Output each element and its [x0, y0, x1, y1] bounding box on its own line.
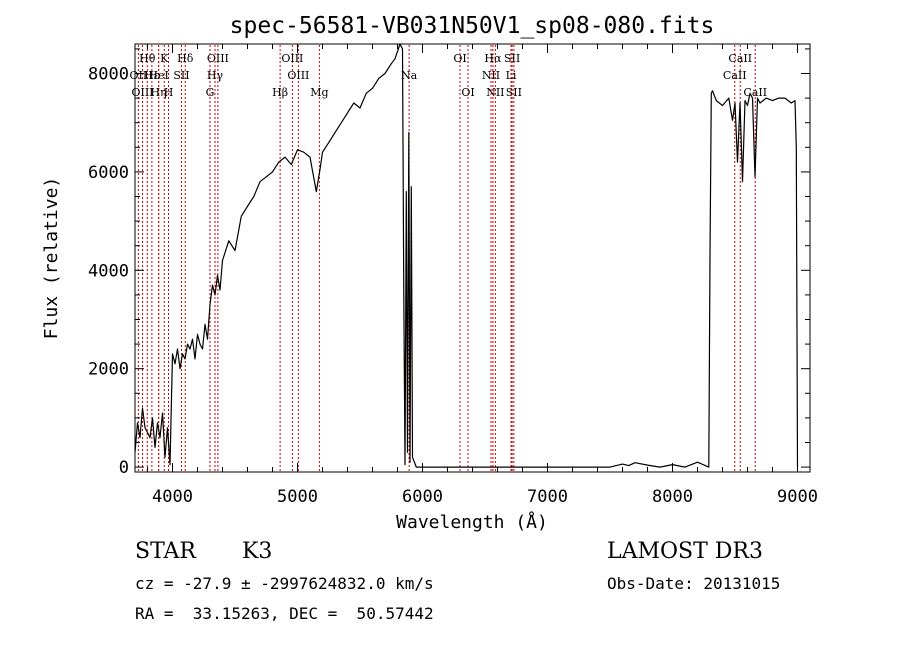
spectral-line-label: Hθ	[139, 52, 156, 65]
spectral-line-label: Mg	[310, 86, 328, 99]
y-axis-label: Flux (relative)	[41, 177, 62, 340]
redshift-text: cz = -27.9 ± -2997624832.0 km/s	[135, 574, 434, 593]
spectral-line-label: Hδ	[177, 52, 194, 65]
spectral-line-label: SII	[506, 86, 522, 99]
x-tick-label: 7000	[527, 487, 568, 507]
spectral-line-label: OIII	[207, 52, 229, 65]
spectral-line-label: Hα	[484, 52, 502, 65]
spectral-line-label: SII	[504, 52, 520, 65]
obs-date-text: Obs-Date: 20131015	[607, 574, 781, 593]
y-tick-label: 8000	[88, 65, 129, 85]
spectral-line-label: OII	[130, 69, 148, 82]
y-tick-label: 6000	[88, 163, 129, 183]
x-tick-label: 8000	[652, 487, 693, 507]
spectral-line-label: OI	[461, 86, 474, 99]
spectral-line-label: K	[160, 52, 169, 65]
spectral-line-markers	[137, 45, 756, 471]
spectral-line-label: CaII	[743, 86, 767, 99]
object-subclass: K3	[242, 539, 273, 564]
flux-line	[134, 43, 799, 468]
spectral-line-label: H	[164, 86, 174, 99]
x-tick-label: 9000	[777, 487, 818, 507]
y-tick-label: 0	[119, 458, 129, 478]
spectral-line-label: OIII	[131, 86, 153, 99]
spectral-line-label: NII	[482, 69, 500, 82]
coordinates-text: RA = 33.15263, DEC = 50.57442	[135, 604, 434, 623]
survey-name: LAMOST DR3	[607, 539, 763, 564]
spectral-line-label: G	[206, 86, 215, 99]
y-tick-label: 2000	[88, 360, 129, 380]
x-tick-label: 6000	[402, 487, 443, 507]
axes: 4000 5000 6000 7000 8000 9000 0 2000 4000 6000 800…	[88, 44, 818, 507]
x-tick-label: 5000	[277, 487, 318, 507]
x-tick-label: 4000	[152, 487, 193, 507]
spectral-line-label: SII	[173, 69, 189, 82]
spectral-line-label: OIII	[287, 69, 309, 82]
y-tick-label: 4000	[88, 261, 129, 281]
x-axis-label: Wavelength (Å)	[396, 511, 548, 533]
spectral-line-label: Hβ	[272, 86, 288, 99]
spectral-line-label: Li	[506, 69, 517, 82]
spectral-line-label: HeI	[148, 69, 168, 82]
object-class: STAR	[135, 539, 196, 564]
spectral-line-label: OI	[453, 52, 466, 65]
spectral-line-label: Hε	[144, 69, 160, 82]
chart-title: spec-56581-VB031N50V1_sp08-080.fits	[230, 13, 715, 39]
spectrum-chart: spec-56581-VB031N50V1_sp08-080.fits Hθ K H…	[41, 13, 818, 533]
spectral-line-label: Hγ	[207, 69, 224, 82]
spectral-line-label: Na	[401, 69, 418, 82]
spectral-line-label: Hη	[151, 86, 167, 99]
flux-series	[134, 43, 799, 468]
spectral-line-label: NII	[486, 86, 504, 99]
spectral-line-label: OIII	[281, 52, 303, 65]
spectral-line-label: CaII	[728, 52, 752, 65]
spectral-line-label: CaII	[723, 69, 747, 82]
